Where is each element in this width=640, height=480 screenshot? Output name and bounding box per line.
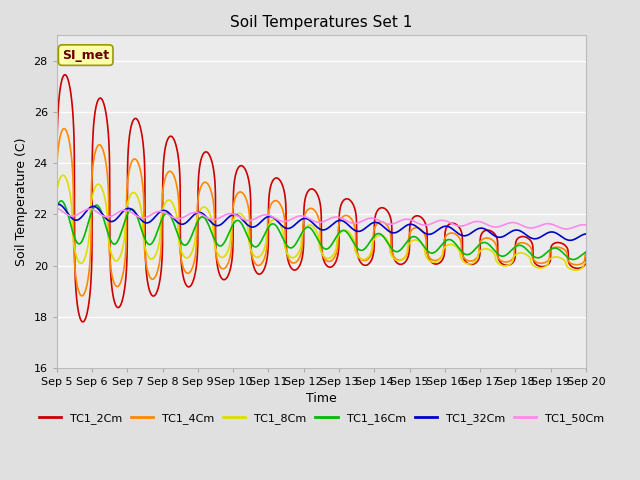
TC1_4Cm: [582, 251, 589, 257]
TC1_32Cm: [532, 236, 540, 241]
TC1_2Cm: [383, 207, 390, 213]
TC1_4Cm: [78, 293, 86, 299]
Line: TC1_2Cm: TC1_2Cm: [57, 75, 586, 322]
Line: TC1_4Cm: TC1_4Cm: [57, 129, 586, 296]
TC1_8Cm: [53, 188, 61, 193]
TC1_32Cm: [582, 231, 589, 237]
TC1_4Cm: [60, 126, 68, 132]
TC1_8Cm: [572, 267, 579, 273]
TC1_8Cm: [382, 236, 390, 242]
Title: Soil Temperatures Set 1: Soil Temperatures Set 1: [230, 15, 413, 30]
TC1_50Cm: [166, 213, 174, 219]
TC1_32Cm: [54, 201, 62, 207]
Line: TC1_16Cm: TC1_16Cm: [57, 201, 586, 260]
TC1_50Cm: [532, 224, 540, 230]
TC1_4Cm: [201, 180, 209, 185]
TC1_16Cm: [532, 254, 540, 260]
TC1_2Cm: [79, 319, 86, 325]
Legend: TC1_2Cm, TC1_4Cm, TC1_8Cm, TC1_16Cm, TC1_32Cm, TC1_50Cm: TC1_2Cm, TC1_4Cm, TC1_8Cm, TC1_16Cm, TC1…: [34, 409, 609, 429]
TC1_4Cm: [532, 259, 540, 264]
TC1_50Cm: [373, 216, 381, 222]
X-axis label: Time: Time: [306, 393, 337, 406]
TC1_32Cm: [582, 231, 589, 237]
TC1_16Cm: [166, 213, 174, 218]
TC1_50Cm: [582, 222, 589, 228]
TC1_16Cm: [53, 204, 61, 210]
TC1_2Cm: [166, 133, 174, 139]
TC1_50Cm: [382, 221, 390, 227]
TC1_16Cm: [382, 238, 390, 243]
TC1_2Cm: [532, 261, 540, 267]
Y-axis label: Soil Temperature (C): Soil Temperature (C): [15, 137, 28, 266]
TC1_50Cm: [582, 222, 589, 228]
TC1_2Cm: [582, 259, 589, 265]
TC1_2Cm: [201, 149, 209, 155]
TC1_32Cm: [53, 202, 61, 207]
TC1_2Cm: [61, 72, 68, 78]
TC1_8Cm: [582, 259, 589, 265]
TC1_32Cm: [373, 220, 381, 226]
TC1_50Cm: [563, 226, 570, 232]
TC1_16Cm: [582, 249, 589, 255]
TC1_8Cm: [582, 259, 589, 265]
TC1_8Cm: [201, 204, 209, 210]
TC1_4Cm: [166, 168, 174, 174]
TC1_32Cm: [382, 226, 390, 232]
TC1_4Cm: [383, 222, 390, 228]
TC1_4Cm: [582, 251, 589, 257]
TC1_16Cm: [582, 249, 589, 255]
TC1_8Cm: [532, 264, 540, 270]
TC1_32Cm: [201, 213, 209, 218]
Line: TC1_8Cm: TC1_8Cm: [57, 175, 586, 270]
TC1_50Cm: [53, 205, 61, 211]
Text: SI_met: SI_met: [62, 48, 109, 61]
TC1_16Cm: [58, 198, 65, 204]
TC1_8Cm: [166, 198, 174, 204]
Line: TC1_32Cm: TC1_32Cm: [57, 204, 586, 240]
TC1_2Cm: [53, 199, 61, 204]
TC1_16Cm: [201, 215, 209, 221]
TC1_16Cm: [373, 231, 381, 237]
TC1_8Cm: [373, 233, 381, 239]
Line: TC1_50Cm: TC1_50Cm: [57, 208, 586, 229]
TC1_32Cm: [566, 238, 574, 243]
TC1_4Cm: [53, 161, 61, 167]
TC1_50Cm: [201, 214, 209, 219]
TC1_8Cm: [59, 172, 67, 178]
TC1_4Cm: [373, 221, 381, 227]
TC1_2Cm: [373, 208, 381, 214]
TC1_2Cm: [582, 255, 589, 261]
TC1_16Cm: [569, 257, 577, 263]
TC1_32Cm: [166, 211, 174, 217]
